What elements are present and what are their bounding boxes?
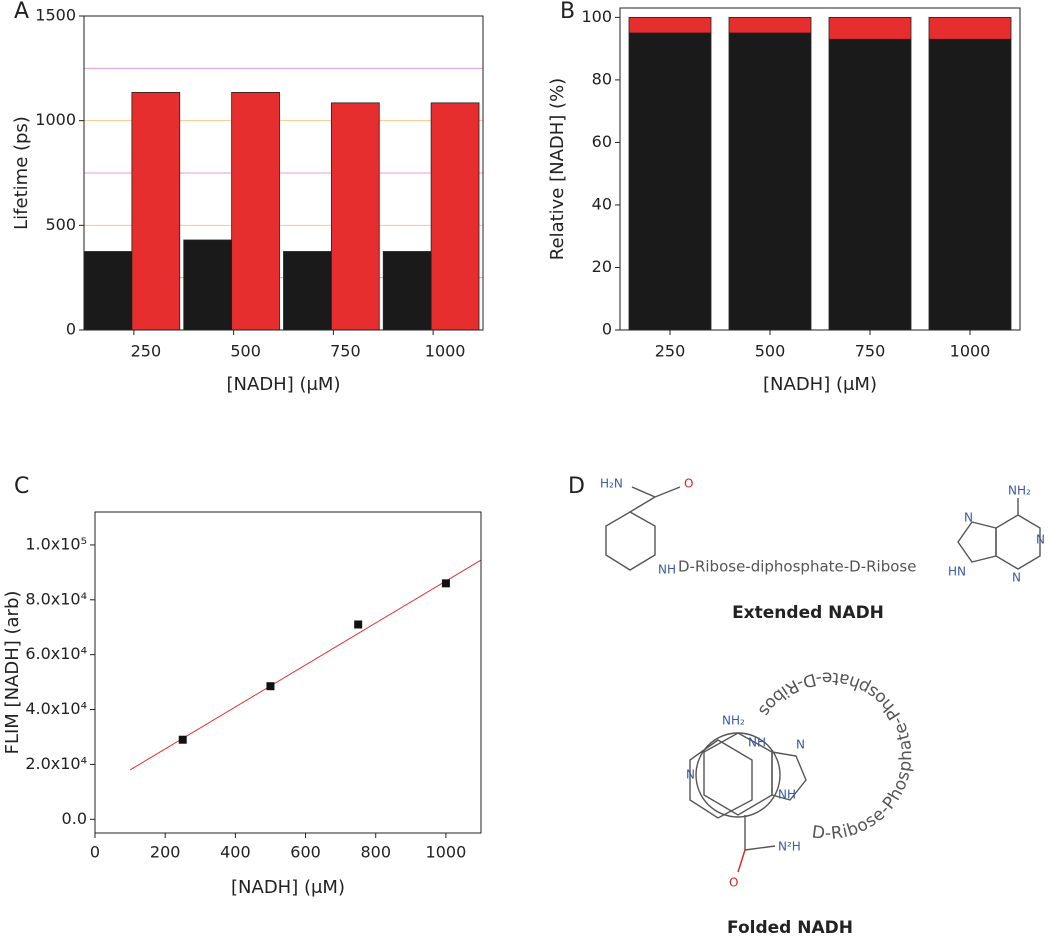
atom-label: NH: [778, 788, 796, 802]
bond: [629, 496, 656, 513]
x-axis-title: [NADH] (μM): [231, 877, 345, 898]
bar-segment: [928, 16, 1012, 40]
y-axis-title: Lifetime (ps): [11, 116, 32, 230]
y-axis-title: Relative [NADH] (%): [547, 78, 568, 260]
bar: [231, 92, 280, 331]
atom-label: O: [729, 876, 738, 890]
x-tick-label: 0: [90, 843, 100, 862]
y-tick-label: 8.0x10⁴: [25, 589, 87, 608]
bond: [654, 486, 681, 498]
plot-frame: [83, 15, 484, 331]
atom-label: N: [1036, 533, 1045, 547]
atom-label: NH₂: [1008, 484, 1031, 498]
point: [354, 620, 363, 629]
x-tick-label: 500: [230, 342, 261, 361]
stacked-ring: [771, 751, 807, 801]
y-tick-label: 0: [602, 320, 612, 339]
bar: [330, 102, 380, 331]
bond: [631, 486, 656, 498]
atom-label: O: [684, 477, 693, 491]
x-tick-label: 750: [330, 342, 361, 361]
x-tick-label: 1000: [950, 342, 991, 361]
linker: D-Ribose-diphosphate-D-Ribose: [678, 558, 916, 576]
y-tick-label: 40: [592, 194, 612, 213]
panel-label: D: [568, 474, 585, 499]
y-tick-label: 500: [45, 215, 76, 234]
atom-label: NH: [658, 563, 676, 577]
atom-label: NH: [748, 736, 766, 750]
x-tick-label: 600: [290, 843, 321, 862]
y-tick-label: 20: [592, 257, 612, 276]
y-tick-label: 6.0x10⁴: [25, 644, 87, 663]
panel-label: B: [560, 0, 575, 24]
x-tick-label: 750: [855, 342, 886, 361]
bar: [83, 251, 133, 331]
point: [266, 682, 275, 691]
bar-segment: [628, 16, 712, 34]
x-tick-label: 250: [131, 342, 162, 361]
bar-segment: [728, 16, 812, 34]
point: [441, 579, 450, 588]
bar-segment: [628, 32, 712, 331]
bar: [183, 239, 233, 331]
caption: Folded NADH: [727, 918, 853, 938]
bond: [744, 845, 776, 851]
point: [178, 735, 187, 744]
bar-segment: [828, 16, 912, 40]
atom-label: N²H: [778, 840, 801, 854]
atom-label: N: [1012, 571, 1021, 585]
stacked-ring: [695, 732, 781, 818]
atom-label: N: [964, 511, 973, 525]
x-tick-label: 1000: [426, 843, 467, 862]
pyridine-ring: [605, 511, 656, 571]
purine-ring: [995, 514, 1041, 570]
x-tick-label: 250: [655, 342, 686, 361]
atom-label: N: [686, 768, 695, 782]
panel-label: C: [14, 474, 29, 499]
bar-segment: [728, 32, 812, 331]
y-tick-label: 60: [592, 132, 612, 151]
bond: [737, 849, 746, 873]
y-tick-label: 0.0: [62, 809, 87, 828]
atom-label: N: [796, 738, 805, 752]
atom-label: H₂N: [600, 477, 623, 491]
x-tick-label: 500: [755, 342, 786, 361]
stacked-ring: [689, 739, 753, 819]
fit-line: [129, 559, 482, 771]
panel-label: A: [14, 0, 29, 24]
x-tick-label: 1000: [425, 342, 466, 361]
y-tick-label: 1500: [35, 6, 76, 25]
bar: [283, 251, 332, 331]
y-tick-label: 1.0x10⁵: [25, 534, 87, 553]
x-tick-label: 200: [150, 843, 181, 862]
plot-frame: [619, 7, 1021, 331]
y-tick-label: 2.0x10⁴: [25, 754, 87, 773]
y-tick-label: 0: [66, 320, 76, 339]
bar: [430, 102, 480, 331]
y-tick-label: 80: [592, 69, 612, 88]
imidazole-ring: [957, 521, 997, 563]
x-axis-title: [NADH] (μM): [763, 374, 877, 395]
atom-label: HN: [948, 565, 966, 579]
y-tick-label: 100: [581, 7, 612, 26]
y-axis-title: FLIM [NADH] (arb): [2, 591, 23, 755]
bar-segment: [928, 38, 1012, 331]
caption: Extended NADH: [732, 603, 884, 623]
bar-segment: [828, 38, 912, 331]
bar: [131, 92, 181, 331]
y-tick-label: 1000: [35, 110, 76, 129]
x-tick-label: 800: [360, 843, 391, 862]
x-tick-label: 400: [220, 843, 251, 862]
atom-label: NH₂: [722, 714, 745, 728]
plot-frame: [94, 511, 482, 834]
bar: [382, 251, 432, 331]
x-axis-title: [NADH] (μM): [227, 374, 341, 395]
y-tick-label: 4.0x10⁴: [25, 699, 87, 718]
